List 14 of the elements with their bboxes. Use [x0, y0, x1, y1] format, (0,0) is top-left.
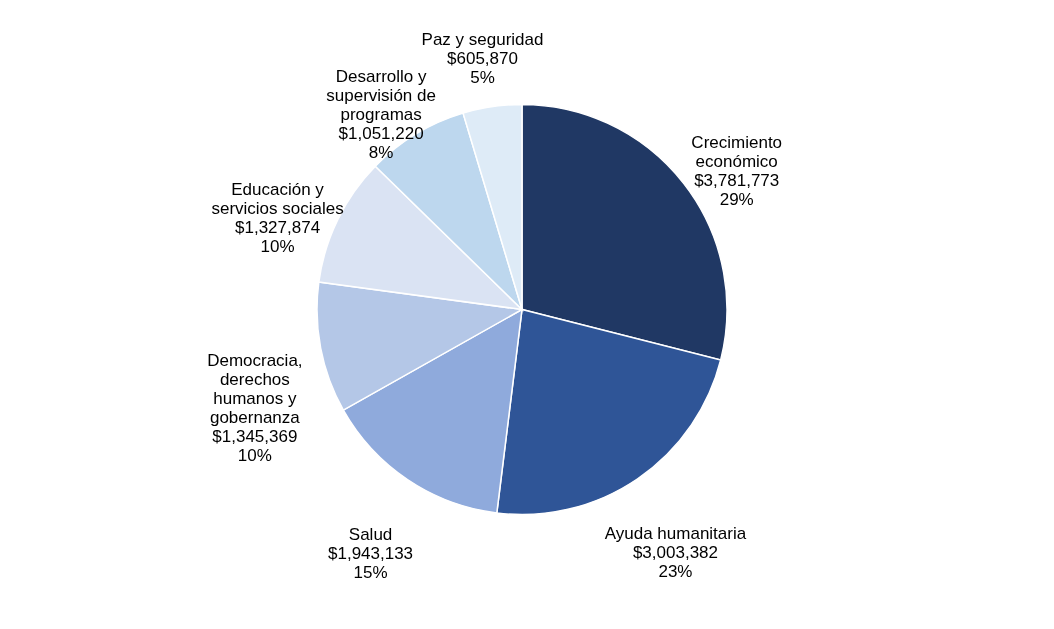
slice-label: Salud — [348, 525, 393, 545]
slice-label: Democracia, derechos humanos y gobernanza — [207, 350, 303, 427]
slice-label: Paz y seguridad — [421, 30, 544, 50]
data-label: $1,943,133 15% — [327, 544, 414, 583]
slice-label: Ayuda humanitaria — [604, 524, 747, 544]
data-label: $1,327,874 10% — [235, 218, 321, 257]
slice-label: Educación y servicios sociales — [211, 180, 344, 219]
data-label: $3,003,382 23% — [632, 543, 718, 582]
data-label: $3,781,773 29% — [694, 170, 780, 209]
data-label: $605,870 5% — [447, 49, 518, 88]
data-label: $1,051,220 8% — [338, 123, 424, 162]
slice-label: Crecimiento económico — [691, 132, 783, 171]
slice-label: Desarrollo y supervisión de programas — [326, 66, 436, 124]
data-label: $1,345,369 10% — [212, 426, 298, 465]
